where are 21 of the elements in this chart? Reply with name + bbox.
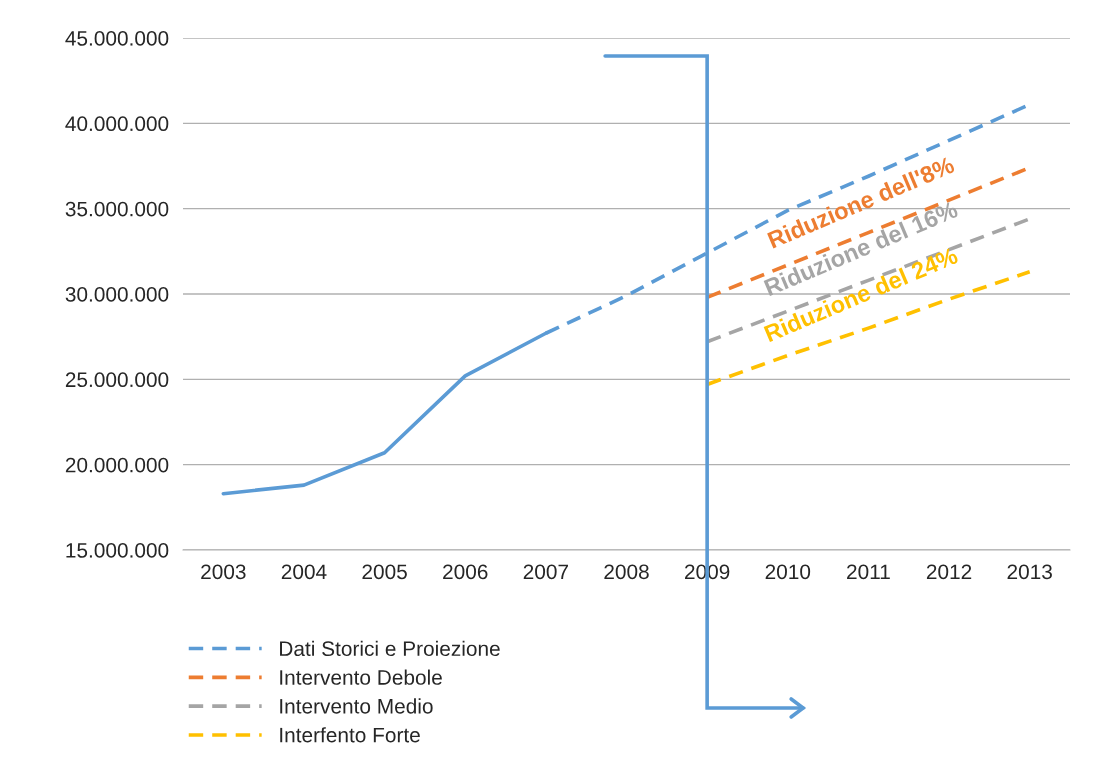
y-tick-label: 25.000.000: [65, 372, 169, 388]
x-tick-label: 2013: [1007, 564, 1052, 580]
legend-label: Interfento Forte: [280, 727, 420, 743]
legend-label: Dati Storici e Proiezione: [280, 640, 500, 657]
x-tick-label: 2005: [362, 564, 407, 580]
y-tick-label: 20.000.000: [65, 457, 169, 473]
y-tick-label: 45.000.000: [65, 31, 169, 46]
legend-label: Intervento Debole: [280, 669, 442, 685]
y-tick-label: 30.000.000: [65, 287, 169, 302]
legend-label: Intervento Medio: [280, 698, 433, 714]
x-tick-label: 2007: [523, 564, 568, 580]
x-tick-label: 2011: [847, 564, 890, 580]
y-tick-label: 35.000.000: [65, 201, 169, 217]
x-tick-label: 2004: [281, 564, 327, 580]
x-tick-label: 2003: [201, 564, 246, 580]
x-tick-label: 2010: [765, 564, 811, 580]
x-tick-label: 2012: [926, 564, 972, 580]
y-tick-label: 40.000.000: [65, 116, 169, 132]
x-tick-label: 2008: [604, 564, 649, 580]
x-tick-label: 2006: [443, 564, 488, 580]
y-tick-label: 15.000.000: [66, 543, 169, 558]
